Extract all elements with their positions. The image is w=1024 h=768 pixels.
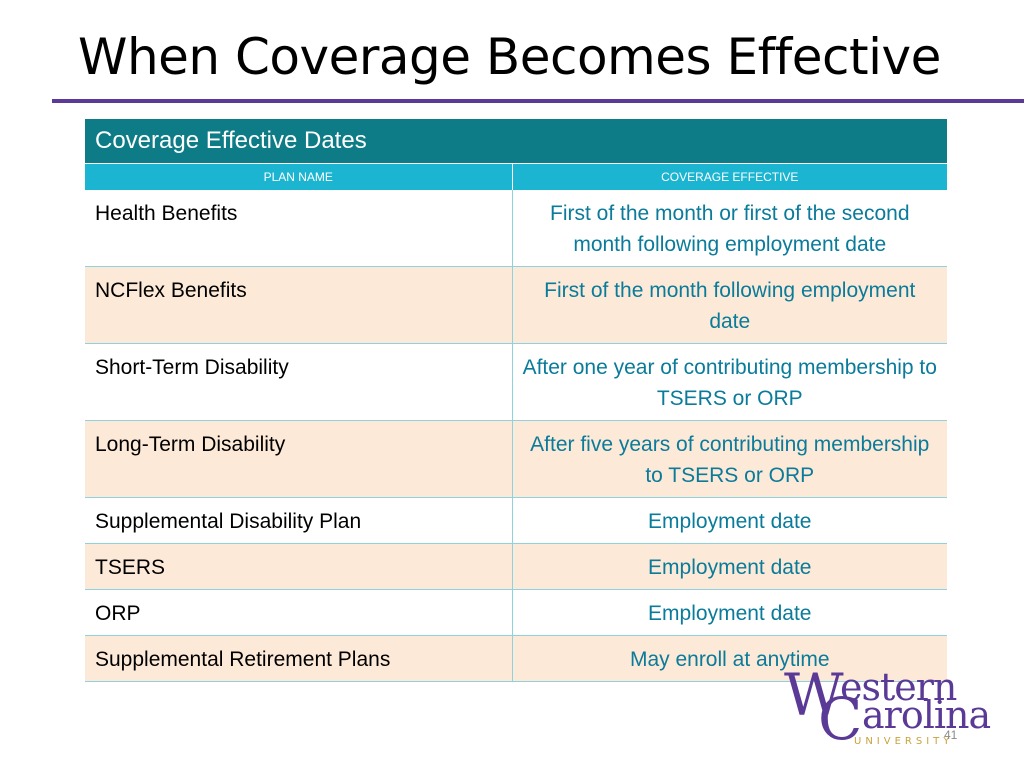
coverage-effective-cell: After five years of contributing members… [511, 420, 948, 498]
table-row: Short-Term Disability After one year of … [85, 343, 948, 421]
coverage-effective-cell: After one year of contributing membershi… [511, 343, 948, 421]
table-row: Health Benefits First of the month or fi… [85, 190, 948, 267]
table-row: TSERS Employment date [85, 543, 948, 590]
plan-name-cell: ORP [85, 589, 512, 636]
coverage-effective-cell: Employment date [511, 589, 948, 636]
logo-word-carolina: arolina [862, 693, 991, 737]
logo-subtitle: UNIVERSITY [854, 736, 954, 747]
table-row: Long-Term Disability After five years of… [85, 420, 948, 498]
plan-name-cell: Supplemental Disability Plan [85, 497, 512, 544]
table-caption: Coverage Effective Dates [85, 119, 948, 164]
western-carolina-logo: W estern C arolina UNIVERSITY [782, 661, 991, 753]
table-header-row: PLAN NAME COVERAGE EFFECTIVE [85, 163, 948, 190]
coverage-effective-cell: First of the month or first of the secon… [511, 190, 948, 267]
coverage-effective-cell: Employment date [511, 497, 948, 544]
plan-name-cell: Short-Term Disability [85, 343, 512, 421]
logo-word-western: estern [840, 665, 957, 709]
plan-name-cell: TSERS [85, 543, 512, 590]
column-header-coverage-effective: COVERAGE EFFECTIVE [511, 163, 948, 190]
coverage-effective-cell: First of the month following employment … [511, 266, 948, 344]
logo-letter-w: W [784, 661, 844, 729]
coverage-effective-cell: Employment date [511, 543, 948, 590]
table-row: ORP Employment date [85, 589, 948, 636]
plan-name-cell: NCFlex Benefits [85, 266, 512, 344]
coverage-table: Coverage Effective Dates PLAN NAME COVER… [85, 119, 948, 682]
plan-name-cell: Health Benefits [85, 190, 512, 267]
column-header-plan-name: PLAN NAME [85, 163, 512, 190]
coverage-effective-cell: May enroll at anytime [511, 635, 948, 682]
plan-name-cell: Supplemental Retirement Plans [85, 635, 512, 682]
logo-letter-c: C [818, 685, 862, 753]
title-divider [52, 99, 1024, 103]
slide-title: When Coverage Becomes Effective [78, 28, 941, 86]
plan-name-cell: Long-Term Disability [85, 420, 512, 498]
table-row: Supplemental Disability Plan Employment … [85, 497, 948, 544]
table-row: Supplemental Retirement Plans May enroll… [85, 635, 948, 682]
page-number: 41 [944, 728, 958, 742]
table-caption-row: Coverage Effective Dates [85, 119, 948, 164]
table-row: NCFlex Benefits First of the month follo… [85, 266, 948, 344]
